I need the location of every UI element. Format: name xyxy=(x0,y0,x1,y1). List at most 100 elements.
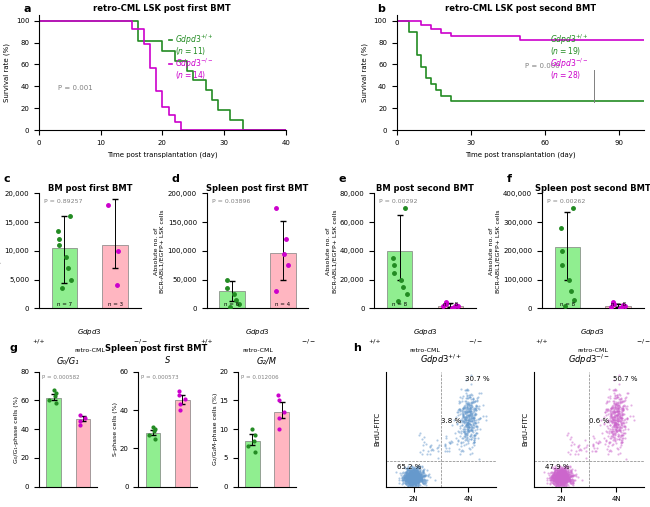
Point xyxy=(607,415,618,423)
Point xyxy=(398,474,409,482)
Point xyxy=(575,446,586,454)
Point xyxy=(402,476,412,484)
Point xyxy=(472,425,482,433)
Point xyxy=(618,402,629,410)
Title: BM post second BMT: BM post second BMT xyxy=(376,184,474,193)
Point xyxy=(561,473,571,481)
Point xyxy=(559,485,569,493)
Point xyxy=(608,436,618,444)
Point xyxy=(411,475,421,483)
Point xyxy=(545,476,555,484)
Point xyxy=(552,474,563,482)
Point xyxy=(547,468,558,476)
Point xyxy=(414,462,424,470)
Point xyxy=(462,427,472,436)
Point xyxy=(410,479,420,487)
Point xyxy=(471,406,481,414)
Point xyxy=(556,476,567,484)
Point xyxy=(409,466,419,474)
Point xyxy=(564,473,574,481)
Point xyxy=(404,469,414,477)
Text: +/+: +/+ xyxy=(32,339,46,344)
Point xyxy=(559,469,569,478)
Point xyxy=(461,421,471,429)
Point xyxy=(415,467,426,475)
Point xyxy=(562,478,572,486)
Point xyxy=(610,386,621,394)
Point xyxy=(401,477,411,485)
Point xyxy=(551,465,562,474)
Point xyxy=(421,440,431,448)
Point xyxy=(413,468,423,477)
Point xyxy=(592,447,602,455)
Point xyxy=(464,416,474,424)
Point xyxy=(462,421,473,429)
Point xyxy=(614,401,625,409)
Point xyxy=(457,409,467,417)
Point xyxy=(560,479,570,487)
Point xyxy=(558,475,568,483)
Point xyxy=(553,479,564,487)
Point xyxy=(562,467,572,475)
Point xyxy=(551,475,562,483)
Text: $(n = 19)$: $(n = 19)$ xyxy=(550,45,581,57)
Point xyxy=(407,464,417,473)
Point xyxy=(459,418,469,426)
Point xyxy=(555,481,566,489)
Point xyxy=(548,480,558,488)
Y-axis label: BrdU-FITC: BrdU-FITC xyxy=(374,412,381,446)
Point xyxy=(467,432,477,441)
Point xyxy=(411,467,422,476)
Point xyxy=(554,472,564,480)
Point xyxy=(606,413,617,421)
Point xyxy=(397,479,408,487)
Point xyxy=(562,429,573,437)
Point xyxy=(417,476,427,484)
Point xyxy=(413,479,423,487)
Point xyxy=(461,393,471,402)
Point xyxy=(402,466,412,475)
Point xyxy=(551,466,561,474)
Point xyxy=(618,418,628,426)
Point xyxy=(618,405,628,413)
Point xyxy=(547,463,558,472)
Point xyxy=(406,476,417,484)
Point xyxy=(555,478,566,486)
Point xyxy=(410,467,420,475)
Point xyxy=(405,482,415,490)
Point xyxy=(414,467,424,475)
Point xyxy=(538,468,549,476)
Point xyxy=(549,471,560,479)
Point xyxy=(603,405,613,413)
Point xyxy=(463,440,473,448)
Point xyxy=(561,468,571,477)
Point xyxy=(566,471,577,479)
Point xyxy=(410,474,421,482)
Point xyxy=(629,416,639,424)
Point xyxy=(606,413,616,421)
Point xyxy=(455,431,465,440)
Point xyxy=(560,466,570,475)
Point xyxy=(552,472,563,480)
Point xyxy=(558,473,569,481)
Point xyxy=(398,473,408,481)
Point xyxy=(609,418,619,426)
Point xyxy=(552,480,562,488)
Point xyxy=(564,475,574,483)
Point xyxy=(462,386,473,394)
Point xyxy=(613,410,623,418)
Point xyxy=(404,471,414,479)
Point xyxy=(478,402,488,410)
Point xyxy=(559,466,569,475)
Point xyxy=(408,475,419,483)
Point xyxy=(612,390,623,399)
Point xyxy=(553,477,564,485)
Point xyxy=(551,472,561,480)
Point xyxy=(417,473,427,481)
Point xyxy=(403,474,413,482)
Point xyxy=(621,393,631,401)
Point xyxy=(549,477,559,485)
Point xyxy=(469,411,480,419)
Point xyxy=(408,469,419,478)
Point xyxy=(552,471,563,479)
